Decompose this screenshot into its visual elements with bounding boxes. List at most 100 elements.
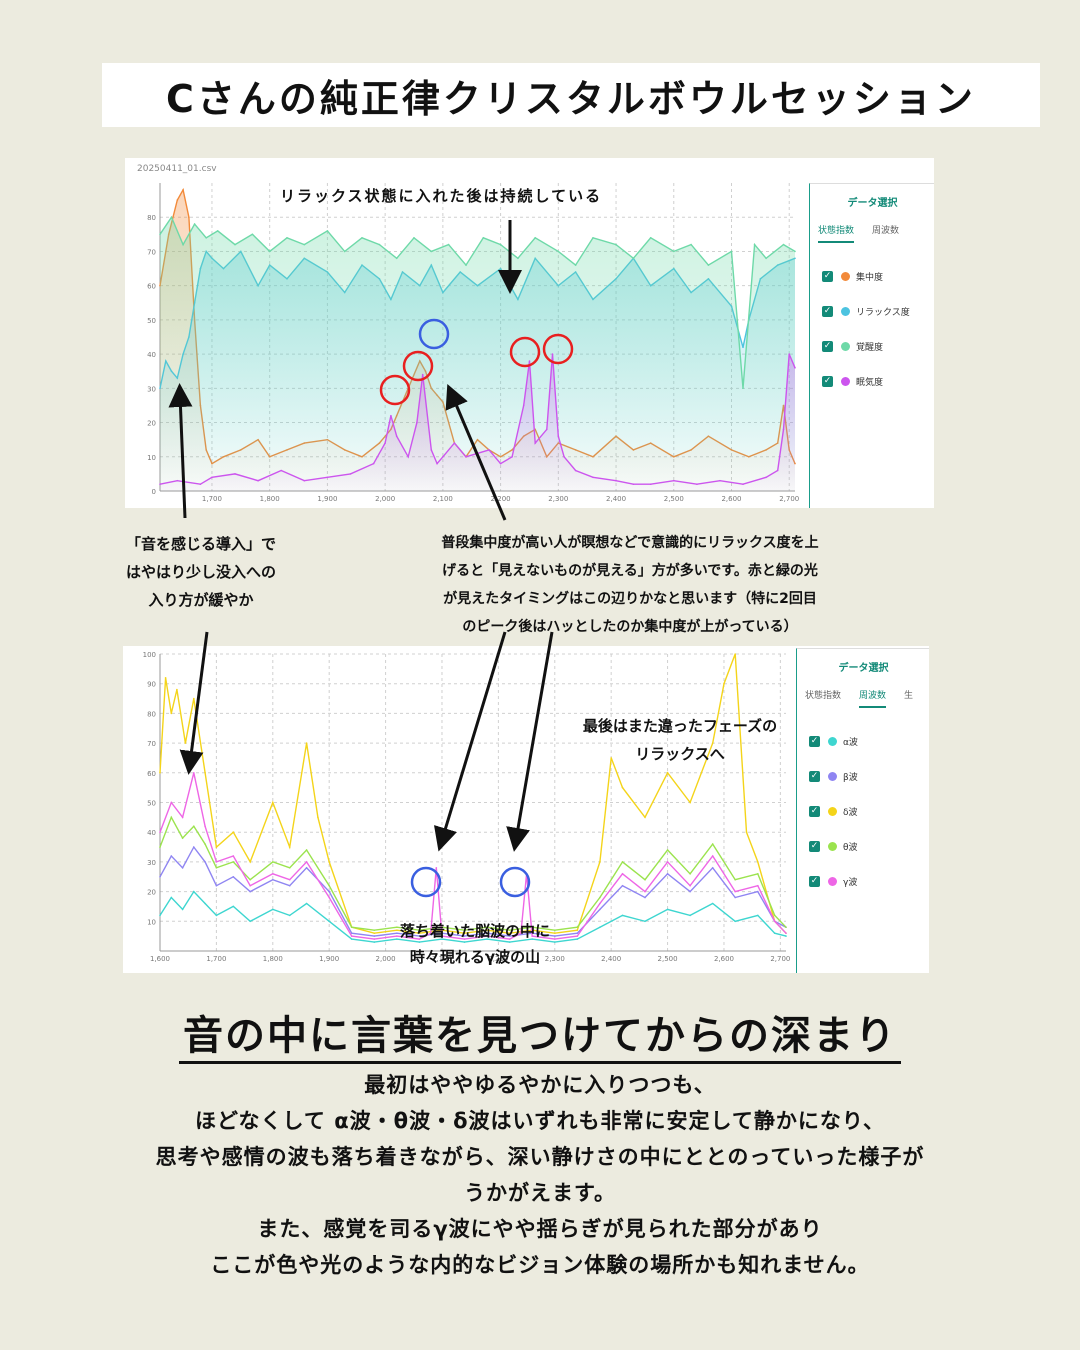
data-point xyxy=(621,914,624,917)
annotation-line: リラックスへ xyxy=(635,745,725,763)
data-point xyxy=(508,938,511,940)
data-point xyxy=(328,861,330,863)
tab-1[interactable]: 周波数 xyxy=(872,226,900,236)
x-tick-label: 2,700 xyxy=(770,955,790,963)
data-point xyxy=(170,801,173,804)
data-point xyxy=(396,926,398,928)
data-point xyxy=(711,742,714,744)
tab-0[interactable]: 状態指数 xyxy=(818,223,855,243)
data-point xyxy=(621,861,624,863)
data-point xyxy=(447,243,450,246)
legend-dot xyxy=(828,877,837,886)
data-point xyxy=(429,932,432,934)
data-point xyxy=(418,941,421,943)
data-point xyxy=(193,772,195,774)
data-point xyxy=(534,442,536,444)
checkbox[interactable]: ✓ xyxy=(822,376,833,387)
data-point xyxy=(193,697,195,700)
data-point xyxy=(745,831,748,833)
checkbox[interactable]: ✓ xyxy=(809,736,820,747)
legend-item[interactable]: ✓ リラックス度 xyxy=(810,294,934,329)
x-tick-label: 2,600 xyxy=(714,955,734,963)
data-point xyxy=(463,929,466,931)
checkbox[interactable]: ✓ xyxy=(809,771,820,782)
checkbox[interactable]: ✓ xyxy=(809,841,820,852)
data-point xyxy=(176,199,179,201)
data-point xyxy=(396,938,398,940)
legend-item[interactable]: ✓ θ波 xyxy=(797,829,929,864)
series-line xyxy=(159,815,787,931)
body-line: ここが色や光のような内的なビジョン体験の場所かも知れません。 xyxy=(210,1253,870,1277)
data-point xyxy=(430,449,433,451)
data-point xyxy=(272,908,274,911)
data-point xyxy=(159,233,161,236)
legend-item[interactable]: ✓ β波 xyxy=(797,759,929,794)
legend-item[interactable]: ✓ δ波 xyxy=(797,794,929,829)
checkbox[interactable]: ✓ xyxy=(822,306,833,317)
data-point xyxy=(361,237,363,239)
annotation-line: 「音を感じる導入」で xyxy=(125,535,276,553)
checkbox[interactable]: ✓ xyxy=(809,876,820,887)
data-point xyxy=(441,935,443,937)
data-point xyxy=(734,653,736,655)
data-point xyxy=(486,926,488,928)
filename-label: 20250411_01.csv xyxy=(137,164,217,174)
data-point xyxy=(574,264,577,266)
legend-label: θ波 xyxy=(843,843,858,853)
legend-item[interactable]: ✓ 眠気度 xyxy=(810,364,934,399)
data-point xyxy=(326,230,329,232)
state-index-chart: 0 10 20 30 40 50 60 70 80 1,700 1,800 1,900 2,000 2,1… xyxy=(147,183,799,503)
data-point xyxy=(719,479,721,482)
annotation-line: げると「見えないものが見える」方が多いです。赤と緑の光 xyxy=(442,563,818,579)
tab-1[interactable]: 周波数 xyxy=(859,688,887,708)
data-point xyxy=(159,914,161,917)
checkbox[interactable]: ✓ xyxy=(809,806,820,817)
data-point xyxy=(649,483,652,486)
data-point xyxy=(517,257,519,260)
tab-2[interactable]: 生 xyxy=(904,691,914,701)
data-point xyxy=(268,250,271,253)
annotation-line: が見えたタイミングはこの辺りかなと思います（特に2回目 xyxy=(443,591,817,607)
legend-item[interactable]: ✓ γ波 xyxy=(797,864,929,899)
data-point xyxy=(689,890,691,893)
tab-0[interactable]: 状態指数 xyxy=(805,691,842,701)
data-point xyxy=(215,914,218,917)
legend-dot xyxy=(841,307,850,316)
data-point xyxy=(205,237,207,239)
data-point xyxy=(390,414,392,417)
data-point xyxy=(615,479,617,482)
x-tick-label: 1,900 xyxy=(319,955,339,963)
legend-item[interactable]: ✓ α波 xyxy=(797,724,929,759)
data-point xyxy=(463,932,466,934)
checkbox[interactable]: ✓ xyxy=(822,341,833,352)
data-point xyxy=(554,938,556,940)
checkbox[interactable]: ✓ xyxy=(822,271,833,282)
data-point xyxy=(554,932,556,934)
y-tick-label: 50 xyxy=(147,800,156,808)
data-point xyxy=(272,801,274,804)
legend-item[interactable]: ✓ 覚醒度 xyxy=(810,329,934,364)
data-point xyxy=(757,914,759,917)
heading-text: 音の中に言葉を見つけてからの深まり xyxy=(179,1013,901,1064)
data-point xyxy=(785,926,787,928)
data-point xyxy=(690,243,692,246)
data-point xyxy=(765,257,767,260)
annotation-line: 最後はまた違ったフェーズの xyxy=(582,717,778,735)
page-title: Cさんの純正律クリスタルボウルセッション xyxy=(166,76,976,121)
data-point xyxy=(499,243,502,246)
state-index-chart-panel: 20250411_01.csv 0 10 20 30 40 50 60 70 80 1,700 1,… xyxy=(125,158,934,508)
legend-dot xyxy=(841,342,850,351)
data-point xyxy=(350,926,353,928)
data-point xyxy=(170,896,173,899)
data-point xyxy=(249,861,251,863)
data-point xyxy=(204,843,206,845)
legend-item[interactable]: ✓ 集中度 xyxy=(810,259,934,294)
data-point xyxy=(395,257,398,260)
data-point xyxy=(349,473,352,475)
data-point xyxy=(234,473,236,475)
data-point xyxy=(666,908,669,911)
x-tick-label: 2,700 xyxy=(779,495,799,503)
series-area xyxy=(160,217,795,491)
data-point xyxy=(182,243,184,246)
y-tick-label: 40 xyxy=(147,351,156,359)
